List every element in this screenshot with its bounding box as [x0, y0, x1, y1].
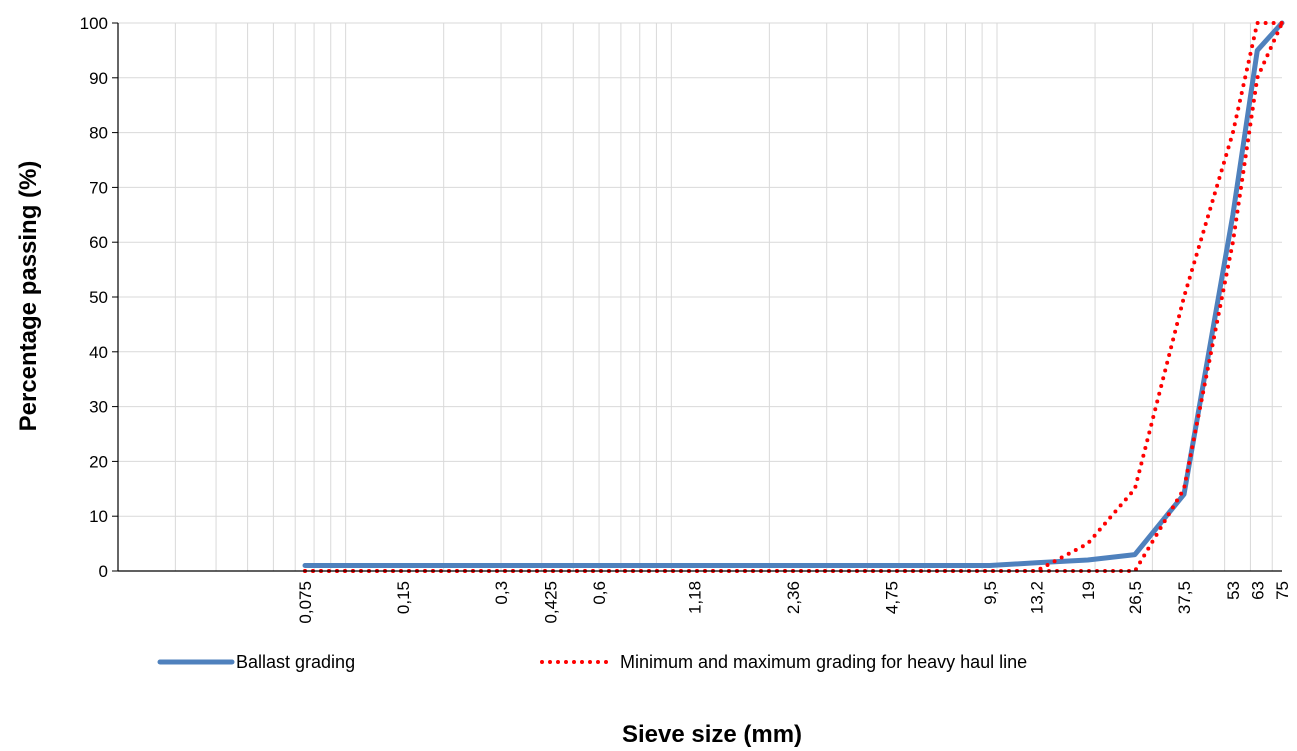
legend-label-ballast: Ballast grading [236, 652, 355, 672]
x-tick-label: 19 [1079, 581, 1098, 600]
x-tick-labels: 0,075 0,15 0,3 0,425 0,6 1,18 2,36 4,75 9,5 13,2 1… [296, 581, 1292, 624]
y-tick-label: 10 [89, 507, 108, 526]
axes [112, 22, 1282, 572]
x-tick-label: 0,075 [296, 581, 315, 624]
series-line-upper-limit [303, 21, 1284, 573]
legend-label-limits: Minimum and maximum grading for heavy ha… [620, 652, 1027, 672]
y-tick-label: 100 [80, 14, 108, 33]
x-tick-label: 37,5 [1175, 581, 1194, 614]
y-tick-label: 90 [89, 69, 108, 88]
y-tick-label: 60 [89, 233, 108, 252]
x-axis-title: Sieve size (mm) [622, 721, 802, 748]
x-tick-label: 0,3 [492, 581, 511, 605]
y-tick-label: 40 [89, 343, 108, 362]
y-tick-label: 50 [89, 288, 108, 307]
y-tick-label: 70 [89, 178, 108, 197]
x-tick-label: 63 [1248, 581, 1267, 600]
x-tick-label: 53 [1224, 581, 1243, 600]
x-tick-label: 26,5 [1126, 581, 1145, 614]
series-line-ballast [302, 20, 1285, 568]
x-tick-label: 0,15 [394, 581, 413, 614]
y-tick-label: 20 [89, 452, 108, 471]
x-tick-label: 9,5 [981, 581, 1000, 605]
x-tick-label: 1,18 [686, 581, 705, 614]
x-tick-label: 75 [1273, 581, 1292, 600]
y-tick-label: 0 [99, 562, 108, 581]
x-tick-label: 2,36 [784, 581, 803, 614]
legend: Ballast grading Minimum and maximum grad… [157, 652, 1027, 672]
series-lines [302, 20, 1285, 573]
grid [117, 22, 1282, 572]
y-axis-title: Percentage passing (%) [15, 161, 42, 432]
x-tick-label: 0,425 [541, 581, 560, 624]
y-tick-label: 80 [89, 124, 108, 143]
x-tick-label: 0,6 [590, 581, 609, 605]
x-tick-label: 13,2 [1027, 581, 1046, 614]
y-tick-label: 30 [89, 398, 108, 417]
x-tick-label: 4,75 [883, 581, 902, 614]
y-tick-labels: 0 10 20 30 40 50 60 70 80 90 100 [80, 14, 108, 581]
